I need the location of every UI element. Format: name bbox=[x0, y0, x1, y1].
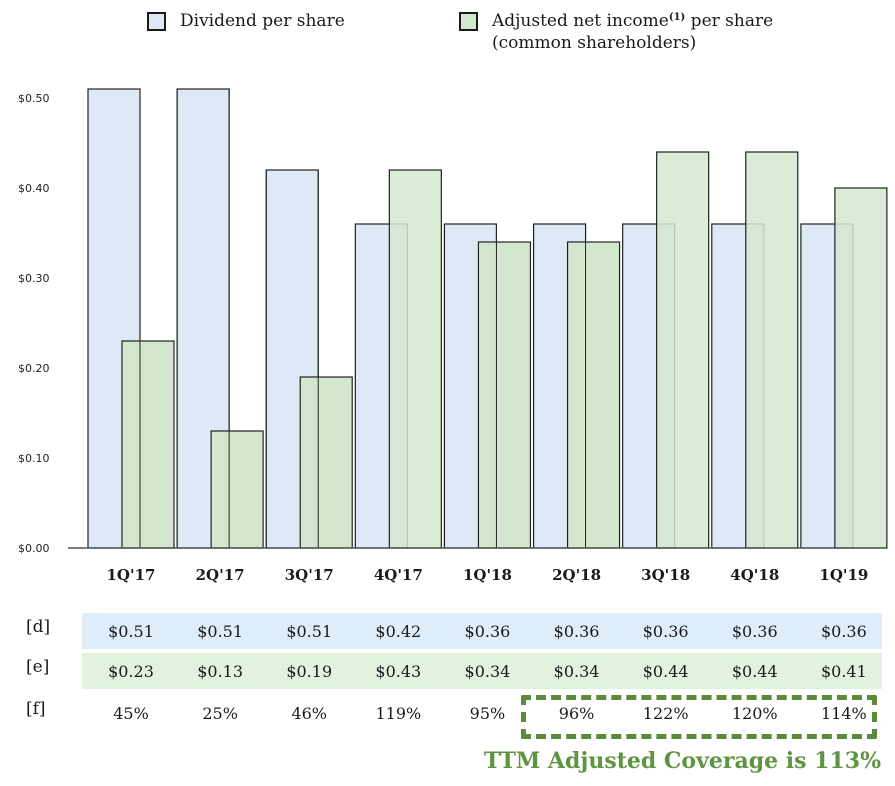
row-e-band bbox=[82, 653, 882, 689]
legend-income-footnote: (1) bbox=[668, 12, 686, 23]
table-cell: $0.36 bbox=[642, 622, 689, 641]
table-row-f: [f] 45% 25% 46% 119% 95% 96% 122% 120% 114% bbox=[0, 695, 895, 731]
y-tick-label: $0.10 bbox=[18, 452, 50, 465]
income-bar bbox=[834, 187, 888, 549]
table-cell: 122% bbox=[642, 704, 689, 723]
row-d-band bbox=[82, 613, 882, 649]
table-cell: 46% bbox=[291, 704, 327, 723]
ttm-coverage-note: TTM Adjusted Coverage is 113% bbox=[483, 748, 881, 774]
table-cell: $0.51 bbox=[197, 622, 244, 641]
y-tick-label: $0.20 bbox=[18, 362, 50, 375]
legend-dividend: Dividend per share bbox=[147, 10, 345, 32]
x-tick-label: 4Q'17 bbox=[374, 566, 423, 584]
income-bar bbox=[121, 340, 175, 549]
table-cell: $0.36 bbox=[464, 622, 511, 641]
table-cell: 25% bbox=[202, 704, 238, 723]
table-row-d: [d] $0.51 $0.51 $0.51 $0.42 $0.36 $0.36 $0.36 $… bbox=[0, 613, 895, 649]
legend-income: Adjusted net income(1) per share (common… bbox=[459, 10, 773, 54]
table-cell: $0.44 bbox=[731, 662, 778, 681]
income-bar bbox=[566, 241, 621, 549]
income-bar bbox=[656, 151, 710, 549]
y-tick-label: $0.40 bbox=[18, 182, 50, 195]
income-bar bbox=[745, 151, 799, 549]
x-tick-label: 2Q'18 bbox=[552, 566, 601, 584]
table-cell: 114% bbox=[821, 704, 867, 723]
row-d-label: [d] bbox=[26, 617, 51, 637]
table-row-e: [e] $0.23 $0.13 $0.19 $0.43 $0.34 $0.34 $0.44 $… bbox=[0, 653, 895, 689]
y-tick-label: $0.50 bbox=[18, 92, 50, 105]
table-cell: $0.41 bbox=[820, 662, 867, 681]
legend-income-tail: per share bbox=[685, 11, 774, 31]
legend-income-label: Adjusted net income(1) per share (common… bbox=[492, 10, 773, 54]
row-f-label: [f] bbox=[26, 699, 46, 719]
table-cell: 96% bbox=[558, 704, 595, 723]
table-cell: $0.34 bbox=[464, 662, 511, 681]
table-cell: $0.23 bbox=[108, 662, 154, 681]
table-cell: $0.34 bbox=[553, 662, 600, 681]
table-cell: $0.19 bbox=[286, 662, 333, 681]
income-bar bbox=[477, 241, 532, 549]
table-cell: 119% bbox=[375, 704, 422, 723]
income-bar bbox=[388, 169, 442, 549]
x-tick-label: 1Q'19 bbox=[819, 566, 868, 584]
table-cell: $0.36 bbox=[820, 622, 867, 641]
x-tick-label: 3Q'18 bbox=[641, 566, 690, 584]
legend-income-line2: (common shareholders) bbox=[492, 33, 697, 53]
y-axis: $0.00 $0.10 $0.20 $0.30 $0.40 $0.50 bbox=[18, 92, 50, 555]
x-tick-label: 1Q'17 bbox=[107, 566, 156, 584]
legend-income-swatch bbox=[459, 12, 478, 31]
x-tick-label: 1Q'18 bbox=[463, 566, 512, 584]
income-bar bbox=[210, 430, 264, 549]
y-tick-label: $0.30 bbox=[18, 272, 50, 285]
x-axis: 1Q'17 2Q'17 3Q'17 4Q'17 1Q'18 2Q'18 3Q'18 4Q'18… bbox=[107, 566, 869, 584]
table-cell: $0.36 bbox=[731, 622, 778, 641]
table-cell: 120% bbox=[731, 704, 778, 723]
table-cell: $0.36 bbox=[553, 622, 600, 641]
table-cell: 45% bbox=[113, 704, 149, 723]
legend-dividend-label: Dividend per share bbox=[180, 11, 345, 31]
table-cell: 95% bbox=[469, 704, 506, 723]
legend-income-main: Adjusted net income bbox=[492, 11, 669, 31]
y-tick-label: $0.00 bbox=[18, 542, 50, 555]
legend-dividend-swatch bbox=[147, 12, 166, 31]
x-tick-label: 2Q'17 bbox=[196, 566, 245, 584]
row-e-label: [e] bbox=[26, 657, 50, 677]
bars bbox=[87, 88, 888, 549]
table-cell: $0.44 bbox=[642, 662, 689, 681]
table-cell: $0.42 bbox=[375, 622, 422, 641]
table-cell: $0.13 bbox=[197, 662, 244, 681]
income-bar bbox=[299, 376, 353, 549]
ttm-highlight-box bbox=[521, 695, 877, 739]
table-cell: $0.43 bbox=[375, 662, 422, 681]
table-cell: $0.51 bbox=[108, 622, 154, 641]
x-tick-label: 3Q'17 bbox=[285, 566, 334, 584]
bar-chart: $0.00 $0.10 $0.20 $0.30 $0.40 $0.50 1Q'17 2Q'1… bbox=[18, 88, 888, 584]
x-tick-label: 4Q'18 bbox=[730, 566, 779, 584]
table-cell: $0.51 bbox=[286, 622, 333, 641]
